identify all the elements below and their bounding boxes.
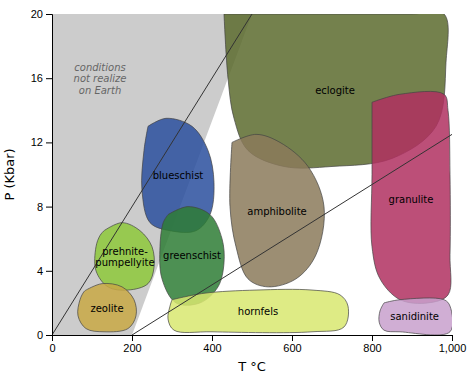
tick: 4 — [37, 265, 52, 277]
facies-area — [371, 91, 451, 303]
tick-label: 16 — [31, 72, 43, 84]
tick-label: 400 — [203, 342, 221, 354]
facies-label: hornfels — [238, 305, 278, 316]
facies-label: granulite — [389, 193, 434, 204]
chart: 0 200 400 600 800 1,000 0 4 8 12 16 20 eclogite blues… — [0, 0, 474, 379]
facies-label: greenschist — [163, 249, 221, 260]
tick-label: 600 — [283, 342, 301, 354]
tick-mark — [212, 335, 213, 341]
tick-mark — [132, 335, 133, 341]
tick-label: 0 — [37, 329, 43, 341]
facies-area — [78, 283, 137, 331]
axis-line — [46, 15, 53, 336]
tick-mark — [46, 207, 52, 208]
tick-mark — [292, 335, 293, 341]
facies-label: amphibolite — [247, 205, 306, 216]
facies-area — [230, 134, 325, 287]
plot: 0 200 400 600 800 1,000 0 4 8 12 16 20 eclogite blues… — [31, 8, 467, 354]
tick: 400 — [203, 335, 221, 354]
tick: 20 — [31, 8, 52, 20]
axis-line — [53, 336, 453, 342]
tick: 1,000 — [439, 335, 467, 354]
tick: 800 — [363, 335, 381, 354]
facies-area — [379, 298, 452, 335]
x-axis-title: T °C — [237, 359, 266, 374]
tick-mark — [46, 78, 52, 79]
facies-label: eclogite — [315, 85, 355, 96]
tick: 0 — [37, 329, 52, 341]
tick-label: 12 — [31, 136, 43, 148]
geotherm-line — [132, 134, 452, 335]
facies-label: blueschist — [153, 169, 204, 180]
facies-label: sanidinite — [390, 310, 439, 321]
facies-label: zeolite — [90, 302, 123, 313]
tick: 16 — [31, 72, 52, 84]
tick: 600 — [283, 335, 301, 354]
geotherm-line — [52, 14, 252, 335]
facies-label: prehnite-pumpellyite — [95, 245, 154, 267]
facies-area — [95, 223, 155, 291]
tick-mark — [46, 271, 52, 272]
x-axis: 0 200 400 600 800 1,000 — [49, 335, 466, 354]
tick-label: 1,000 — [439, 342, 467, 354]
y-axis-title: P (Kbar) — [2, 148, 17, 200]
tick-mark — [46, 335, 52, 336]
tick-mark — [46, 14, 52, 15]
marks — [52, 14, 452, 335]
gray-zone — [52, 14, 252, 335]
tick-label: 200 — [123, 342, 141, 354]
tick-mark — [372, 335, 373, 341]
y-axis: 0 4 8 12 16 20 — [31, 8, 53, 341]
tick-label: 0 — [49, 342, 55, 354]
tick-label: 800 — [363, 342, 381, 354]
facies-area — [160, 207, 225, 306]
tick-mark — [452, 335, 453, 341]
annotation: conditionsnot realizeon Earth — [74, 61, 127, 95]
tick-label: 4 — [37, 265, 43, 277]
tick: 200 — [123, 335, 141, 354]
tick-label: 20 — [31, 8, 43, 20]
tick-label: 8 — [37, 201, 43, 213]
tick-mark — [46, 142, 52, 143]
tick: 0 — [49, 335, 55, 354]
tick: 12 — [31, 136, 52, 148]
labels: eclogite blueschist amphibolite greenschist… — [74, 61, 439, 321]
tick: 8 — [37, 201, 52, 213]
